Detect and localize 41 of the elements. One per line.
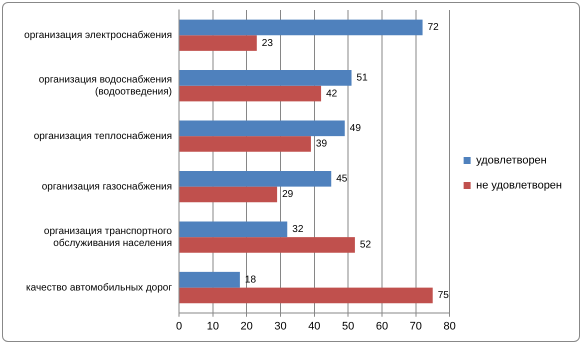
data-label: 52 bbox=[360, 240, 372, 251]
x-tick-label: 70 bbox=[410, 320, 422, 332]
data-label: 39 bbox=[316, 138, 328, 150]
bar bbox=[180, 120, 345, 136]
data-label: 49 bbox=[350, 123, 362, 134]
bar bbox=[180, 170, 332, 187]
bar bbox=[180, 86, 322, 102]
data-label: 45 bbox=[336, 174, 348, 185]
legend-label: удовлетворен bbox=[476, 154, 547, 167]
data-label: 72 bbox=[428, 22, 440, 34]
bar bbox=[180, 186, 278, 202]
data-label: 42 bbox=[326, 88, 338, 100]
x-tick-label: 80 bbox=[444, 320, 456, 332]
legend-label: не удовлетворен bbox=[476, 180, 562, 192]
bar bbox=[180, 70, 352, 86]
x-tick-label: 60 bbox=[376, 320, 388, 332]
y-tick-label: организация теплоснабжения bbox=[34, 130, 172, 142]
bar bbox=[180, 221, 288, 238]
data-label: 29 bbox=[282, 189, 294, 200]
x-tick-label: 50 bbox=[342, 320, 354, 332]
y-tick-label: качество автомобильных дорог bbox=[26, 282, 172, 294]
bar bbox=[180, 272, 240, 288]
x-tick-label: 0 bbox=[176, 320, 182, 332]
x-tick-label: 20 bbox=[240, 320, 253, 332]
bar bbox=[180, 237, 355, 253]
y-tick-label: организация водоснабжения (водоотведения) bbox=[38, 74, 172, 98]
data-label: 75 bbox=[438, 290, 450, 302]
x-tick-label: 40 bbox=[308, 320, 320, 332]
data-label: 51 bbox=[356, 72, 368, 84]
data-label: 23 bbox=[262, 38, 274, 49]
data-label: 32 bbox=[292, 224, 304, 236]
x-tick-label: 30 bbox=[274, 320, 287, 332]
bar bbox=[180, 20, 423, 36]
bar bbox=[180, 136, 311, 152]
y-tick-label: организация электроснабжения bbox=[24, 30, 172, 41]
bar bbox=[180, 288, 433, 304]
y-tick-label: организация газоснабжения bbox=[42, 181, 172, 192]
x-tick-label: 10 bbox=[206, 320, 219, 332]
y-tick-label: организация транспортного обслуживания населения bbox=[44, 226, 172, 249]
bar bbox=[180, 35, 257, 51]
data-label: 18 bbox=[244, 274, 256, 286]
